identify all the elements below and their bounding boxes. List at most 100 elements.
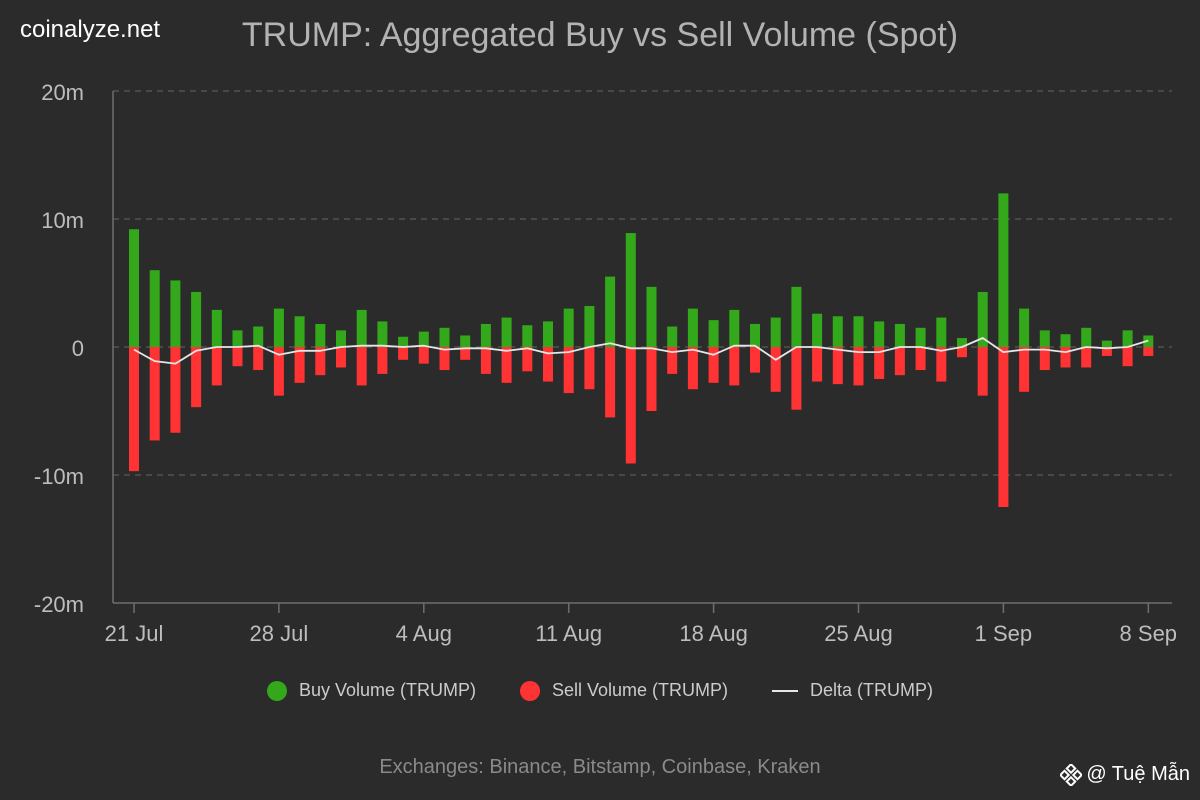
legend-delta-marker <box>772 689 799 692</box>
legend-delta-label: Delta (TRUMP) <box>810 680 934 700</box>
buy-volume-bar <box>832 316 843 347</box>
buy-volume-bar <box>605 276 616 347</box>
sell-volume-bar <box>1039 347 1050 371</box>
grid-lines <box>113 90 1172 476</box>
buy-volume-bar <box>687 308 698 347</box>
sell-volume-bar <box>377 347 388 374</box>
x-tick-label: 1 Sep <box>975 621 1033 646</box>
sell-volume-bar <box>129 347 139 472</box>
buy-volume-bar <box>253 326 264 347</box>
sell-volume-bar <box>770 347 781 392</box>
sell-volume-bar <box>1019 347 1030 392</box>
buy-volume-bar <box>232 330 243 347</box>
buy-volume-bar <box>294 316 305 347</box>
buy-volume-bar <box>1081 327 1092 347</box>
y-tick-label: 10m <box>41 208 84 233</box>
y-tick-label: 20m <box>41 80 84 105</box>
bars <box>129 193 1154 507</box>
buy-volume-bar <box>812 313 823 347</box>
buy-volume-bar <box>273 308 284 347</box>
sell-volume-bar <box>1081 347 1092 368</box>
buy-volume-bar <box>791 286 802 347</box>
sell-volume-bar <box>894 347 905 376</box>
buy-volume-bar <box>936 317 947 347</box>
legend-buy-marker <box>266 680 287 701</box>
legend: Buy Volume (TRUMP) Sell Volume (TRUMP) D… <box>0 680 1200 701</box>
buy-volume-bar <box>1101 340 1112 347</box>
buy-volume-bar <box>398 336 409 347</box>
legend-item-delta[interactable]: Delta (TRUMP) <box>772 680 933 701</box>
sell-volume-bar <box>315 347 326 376</box>
x-tick-label: 8 Sep <box>1120 621 1178 646</box>
x-tick-label: 4 Aug <box>396 621 452 646</box>
delta-line-layer <box>133 337 1149 365</box>
sell-volume-bar <box>439 347 450 371</box>
sell-volume-bar <box>936 347 947 382</box>
sell-volume-bar <box>832 347 843 385</box>
sell-volume-bar <box>522 347 533 372</box>
tick-labels: 20m 10m 0 -10m -20m 21 Jul 28 Jul 4 Aug 11 Aug 18… <box>34 80 1177 646</box>
buy-volume-bar <box>460 335 471 347</box>
buy-volume-bar <box>770 317 781 347</box>
sell-volume-bar <box>584 347 595 390</box>
y-tick-label: -10m <box>34 464 84 489</box>
sell-volume-bar <box>729 347 740 386</box>
buy-volume-bar <box>170 280 181 347</box>
sell-volume-bar <box>501 347 512 383</box>
buy-volume-bar <box>853 316 864 347</box>
axes <box>112 91 1172 613</box>
buy-volume-bar <box>874 321 885 347</box>
sell-volume-bar <box>170 347 181 433</box>
sell-volume-bar <box>563 347 574 394</box>
sell-volume-bar <box>625 347 636 464</box>
buy-volume-bar <box>750 323 760 347</box>
site-name: coinalyze.net <box>20 16 161 43</box>
buy-volume-bar <box>149 270 160 347</box>
sell-volume-bar <box>356 347 367 386</box>
sell-volume-bar <box>708 347 719 383</box>
sell-volume-bar <box>398 347 409 360</box>
sell-volume-bar <box>191 347 202 408</box>
buy-volume-bar <box>211 309 222 347</box>
buy-volume-bar <box>667 326 678 347</box>
buy-volume-bar <box>191 291 202 347</box>
buy-volume-bar <box>1060 334 1071 347</box>
sell-volume-bar <box>874 347 885 379</box>
sell-volume-bar <box>149 347 160 441</box>
buy-volume-bar <box>998 193 1009 347</box>
sell-volume-bar <box>543 347 553 382</box>
buy-volume-bar <box>1122 330 1133 347</box>
sell-volume-bar <box>253 347 264 371</box>
sell-volume-bar <box>687 347 698 390</box>
x-tick-label: 18 Aug <box>679 621 748 646</box>
legend-item-sell[interactable]: Sell Volume (TRUMP) <box>519 680 728 701</box>
binance-logo-icon <box>1060 763 1083 786</box>
delta-line <box>133 337 1149 365</box>
watermark-text: @ Tuệ Mẫn <box>1086 763 1190 785</box>
buy-volume-bar <box>977 291 988 347</box>
sell-volume-bar <box>957 347 967 358</box>
buy-volume-bar <box>1019 308 1030 347</box>
y-tick-label: 0 <box>72 336 84 361</box>
buy-volume-bar <box>563 308 574 347</box>
sell-volume-bar <box>211 347 222 386</box>
sell-volume-bar <box>812 347 823 382</box>
sell-volume-bar <box>1101 347 1112 356</box>
x-tick-label: 28 Jul <box>250 621 309 646</box>
legend-item-buy[interactable]: Buy Volume (TRUMP) <box>266 680 476 701</box>
legend-sell-marker <box>519 680 540 701</box>
buy-volume-bar <box>646 286 657 347</box>
sell-volume-bar <box>915 347 926 371</box>
sell-volume-bar <box>1143 347 1154 356</box>
buy-volume-bar <box>336 330 346 347</box>
sell-volume-bar <box>294 347 305 383</box>
y-tick-label: -20m <box>34 592 84 617</box>
sell-volume-bar <box>1122 347 1133 367</box>
sell-volume-bar <box>273 347 284 396</box>
chart-title: TRUMP: Aggregated Buy vs Sell Volume (Sp… <box>0 16 1200 55</box>
sell-volume-bar <box>480 347 491 374</box>
sell-volume-bar <box>418 347 429 364</box>
x-tick-label: 21 Jul <box>105 621 164 646</box>
buy-volume-bar <box>315 323 326 347</box>
